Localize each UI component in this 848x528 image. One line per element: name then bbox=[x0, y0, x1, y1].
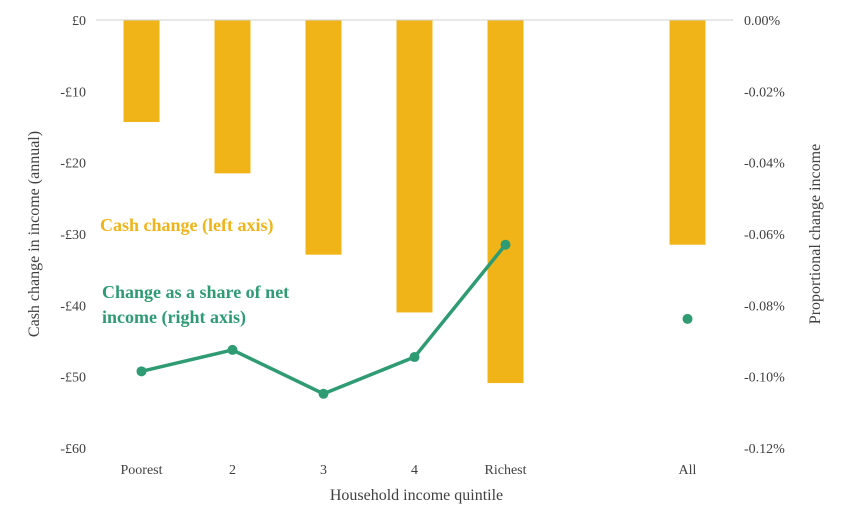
bar-4 bbox=[487, 20, 524, 384]
share-point-1 bbox=[227, 344, 238, 355]
y-axis-title-left: Cash change in income (annual) bbox=[26, 131, 43, 337]
line-layer bbox=[136, 239, 693, 399]
share-point-6 bbox=[682, 313, 693, 324]
annotations: Cash change (left axis) Change as a share… bbox=[100, 215, 289, 328]
x-tick-label: Richest bbox=[485, 463, 527, 478]
bar-1 bbox=[214, 20, 251, 174]
left-tick-label: -£60 bbox=[60, 442, 86, 457]
right-tick-label: -0.02% bbox=[744, 85, 785, 100]
right-tick-label: -0.08% bbox=[744, 299, 785, 314]
left-tick-label: -£10 bbox=[60, 85, 86, 100]
right-tick-label: -0.06% bbox=[744, 228, 785, 243]
left-tick-label: £0 bbox=[72, 14, 86, 29]
x-axis-title: Household income quintile bbox=[330, 487, 503, 504]
left-tick-label: -£20 bbox=[60, 157, 86, 172]
annotation-1: Change as a share of net income (right ax… bbox=[102, 282, 289, 328]
annotation-0: Cash change (left axis) bbox=[100, 215, 274, 236]
right-tick-label: 0.00% bbox=[744, 14, 781, 29]
bar-3 bbox=[396, 20, 433, 313]
left-tick-label: -£30 bbox=[60, 228, 86, 243]
x-tick-label: 2 bbox=[229, 463, 236, 478]
share-point-2 bbox=[318, 388, 329, 399]
tick-labels: £0 -£10 -£20 -£30 -£40 -£50 -£60 0.00% -0.02% -0.… bbox=[60, 14, 785, 478]
bars-layer bbox=[123, 20, 706, 384]
bar-0 bbox=[123, 20, 160, 123]
share-point-3 bbox=[409, 352, 420, 363]
right-tick-label: -0.10% bbox=[744, 371, 785, 386]
x-tick-label: 4 bbox=[411, 463, 418, 478]
bar-6 bbox=[669, 20, 706, 245]
share-point-0 bbox=[136, 366, 147, 377]
left-tick-label: -£40 bbox=[60, 299, 86, 314]
share-point-4 bbox=[500, 239, 511, 250]
right-tick-label: -0.04% bbox=[744, 157, 785, 172]
left-tick-label: -£50 bbox=[60, 371, 86, 386]
right-tick-label: -0.12% bbox=[744, 442, 785, 457]
x-tick-label: 3 bbox=[320, 463, 327, 478]
y-axis-title-right: Proportional change income bbox=[807, 144, 824, 324]
x-tick-label: All bbox=[679, 463, 697, 478]
x-tick-label: Poorest bbox=[121, 463, 163, 478]
bar-2 bbox=[305, 20, 342, 255]
